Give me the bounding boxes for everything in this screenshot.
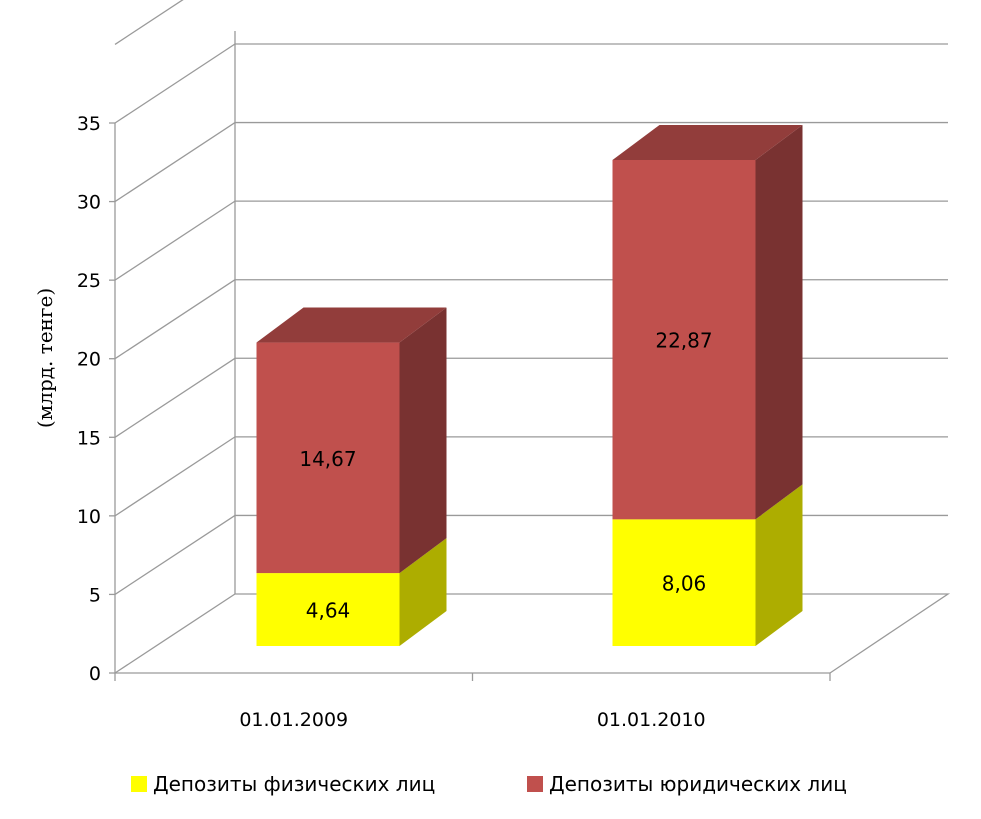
bar-front bbox=[612, 519, 756, 646]
chart-walls bbox=[114, 31, 951, 674]
side-gridline bbox=[114, 436, 236, 517]
bar-side bbox=[755, 484, 803, 646]
floor-outline bbox=[114, 593, 951, 674]
side-gridline bbox=[114, 0, 184, 45]
side-gridline bbox=[114, 279, 236, 360]
x-tick-label: 01.01.2009 bbox=[239, 709, 348, 731]
legend-swatch bbox=[527, 776, 543, 792]
bar-front bbox=[256, 342, 400, 574]
y-tick-label: 30 bbox=[77, 192, 101, 214]
bar-front bbox=[612, 159, 756, 520]
bar-top bbox=[256, 307, 447, 343]
bar-top bbox=[612, 124, 803, 160]
data-label: 14,67 bbox=[299, 447, 356, 471]
legend-label: Депозиты юридических лиц bbox=[549, 772, 847, 796]
data-label: 4,64 bbox=[306, 599, 351, 623]
y-axis-label: (млрд. тенге) bbox=[33, 288, 57, 428]
axes: 0 5 10 15 20 25 30 35 01.01.2009 01.01.2010 bbox=[77, 113, 831, 731]
y-tick-label: 35 bbox=[77, 113, 101, 135]
y-tick-label: 5 bbox=[89, 584, 101, 606]
side-gridline bbox=[114, 122, 236, 203]
y-tick-label: 0 bbox=[89, 663, 101, 685]
gridlines bbox=[114, 0, 948, 595]
data-labels: 4,64 14,67 8,06 22,87 bbox=[299, 329, 712, 623]
y-tick-label: 15 bbox=[77, 427, 101, 449]
y-tick-label: 25 bbox=[77, 270, 101, 292]
data-label: 22,87 bbox=[655, 329, 712, 353]
side-gridline bbox=[114, 200, 236, 281]
side-gridline bbox=[114, 514, 236, 595]
bars bbox=[256, 124, 803, 646]
side-gridline bbox=[114, 43, 236, 124]
x-tick-label: 01.01.2010 bbox=[597, 709, 706, 731]
data-label: 8,06 bbox=[662, 572, 707, 596]
bar-front bbox=[256, 573, 400, 646]
y-tick-label: 20 bbox=[77, 349, 101, 371]
legend: Депозиты физических лиц Депозиты юридичес… bbox=[131, 772, 847, 796]
bar-side bbox=[755, 124, 803, 520]
bar-side bbox=[399, 307, 447, 574]
legend-swatch bbox=[131, 776, 147, 792]
side-gridline bbox=[114, 357, 236, 438]
legend-label: Депозиты физических лиц bbox=[153, 772, 435, 796]
bar-side bbox=[399, 538, 447, 646]
y-tick-label: 10 bbox=[77, 506, 101, 528]
